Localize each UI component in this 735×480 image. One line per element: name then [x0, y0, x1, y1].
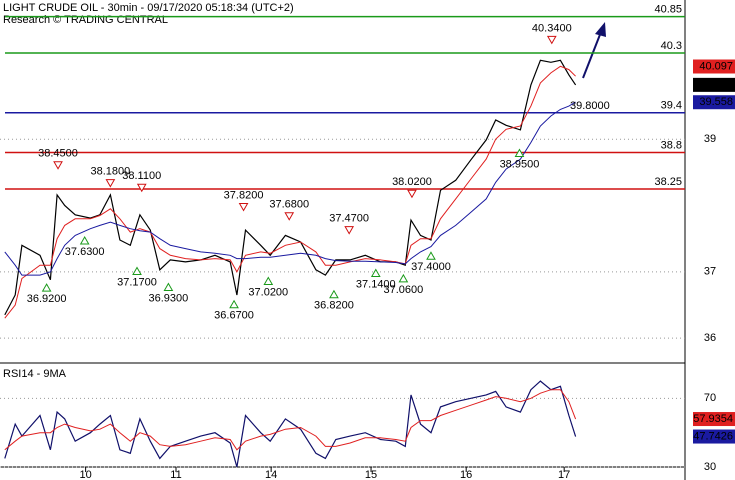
y-tick-label: 39	[704, 133, 716, 145]
low-marker	[329, 289, 339, 299]
annotation-label: 37.6300	[65, 246, 105, 258]
annotation-label: 38.4500	[38, 148, 78, 160]
low-marker	[370, 268, 381, 278]
annotation-label: 36.9300	[149, 292, 189, 304]
x-tick-label: 11	[170, 469, 181, 480]
level-label: 38.25	[654, 176, 682, 188]
series-line	[4, 65, 576, 319]
annotation-label: 36.6700	[214, 310, 254, 322]
annotation-label: 39.8000	[570, 100, 610, 112]
annotation-label: 37.4000	[411, 261, 451, 273]
low-marker	[229, 299, 239, 309]
annotation-label: 37.8200	[224, 189, 264, 201]
y-tick-label: 36	[704, 332, 716, 344]
price-tag-label: 39.82	[705, 79, 733, 91]
low-marker	[41, 283, 52, 292]
low-marker	[163, 282, 174, 291]
level-label: 38.8	[661, 139, 682, 151]
high-marker	[407, 189, 417, 199]
high-marker	[238, 202, 249, 212]
low-marker	[79, 236, 90, 245]
price-tag	[693, 429, 735, 444]
high-marker	[53, 161, 63, 170]
level-label: 39.4	[661, 100, 682, 112]
annotation-label: 37.0600	[384, 284, 424, 296]
x-tick-label: 14	[265, 469, 277, 480]
annotation-label: 37.1700	[117, 276, 157, 288]
x-tick-label: 15	[365, 469, 377, 480]
low-marker	[398, 273, 409, 283]
annotation-label: 37.4700	[329, 213, 369, 225]
price-tag-label: 39.558	[699, 96, 733, 108]
low-marker	[263, 276, 274, 286]
high-marker	[546, 35, 557, 45]
series-line	[4, 101, 576, 276]
chart-subtitle: Research © TRADING CENTRAL	[3, 14, 168, 26]
y-tick-label: 30	[704, 461, 716, 473]
trend-arrow	[582, 22, 606, 79]
annotation-label: 37.0200	[248, 286, 288, 298]
low-marker	[426, 251, 436, 260]
x-tick-label: 16	[460, 469, 472, 480]
annotation-label: 38.0200	[392, 176, 432, 188]
price-tag	[693, 59, 735, 74]
x-tick-label: 17	[558, 469, 570, 480]
low-marker	[132, 266, 142, 276]
price-tag	[693, 77, 735, 92]
price-tag-label: 47.7426	[693, 430, 733, 442]
price-tag	[693, 412, 735, 427]
annotation-label: 38.1100	[122, 170, 161, 182]
low-marker	[514, 148, 525, 158]
series-line	[4, 389, 577, 451]
annotation-label: 37.1400	[356, 278, 396, 290]
y-tick-label: 70	[704, 392, 716, 404]
annotation-label: 36.9200	[27, 293, 67, 305]
arrow-shaft	[582, 31, 602, 79]
price-tag-label: 57.9354	[693, 413, 733, 425]
price-tag	[693, 95, 735, 110]
level-label: 40.3	[661, 40, 682, 52]
high-marker	[284, 212, 295, 221]
annotation-label: 40.3400	[532, 22, 572, 34]
high-marker	[136, 183, 147, 193]
annotation-label: 37.6800	[269, 199, 309, 211]
high-marker	[344, 226, 355, 235]
high-marker	[105, 179, 116, 188]
annotation-label: 36.8200	[314, 300, 354, 312]
rsi-title: RSI14 - 9MA	[3, 368, 67, 380]
series-line	[4, 59, 577, 316]
y-tick-label: 37	[704, 266, 716, 278]
price-tag-label: 40.097	[699, 60, 733, 72]
annotation-label: 38.1800	[90, 166, 130, 178]
level-label: 40.85	[654, 3, 682, 15]
annotation-label: 38.9500	[500, 158, 540, 170]
chart-title: LIGHT CRUDE OIL - 30min - 09/17/2020 05:…	[3, 2, 294, 14]
arrow-head	[595, 22, 606, 37]
x-tick-label: 10	[80, 469, 92, 480]
